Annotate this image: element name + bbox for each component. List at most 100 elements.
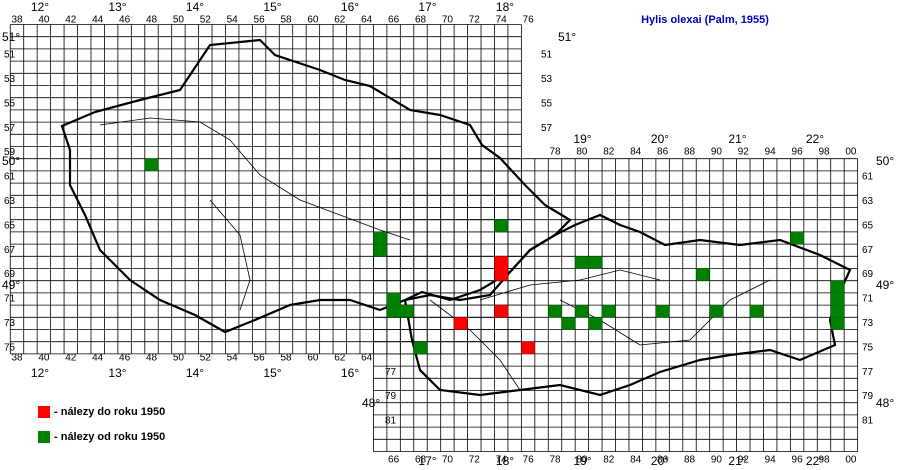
longitude-label: 18° — [496, 454, 514, 468]
row-label: 81 — [862, 416, 874, 427]
record-cell — [830, 317, 845, 330]
column-label: 60 — [307, 15, 319, 26]
records — [144, 158, 845, 354]
row-label: 53 — [4, 74, 16, 85]
record-cell — [494, 219, 508, 232]
column-label: 40 — [38, 353, 50, 364]
record-cell — [548, 305, 562, 318]
column-label: 98 — [818, 147, 830, 158]
column-label: 72 — [469, 455, 481, 466]
record-cell — [575, 305, 589, 318]
record-cell — [454, 317, 468, 330]
row-label: 63 — [4, 196, 16, 207]
column-label: 86 — [657, 455, 669, 466]
column-label: 82 — [603, 455, 615, 466]
record-cell — [144, 158, 159, 171]
legend-label: - nálezy od roku 1950 — [54, 431, 165, 443]
latitude-label: 49° — [2, 278, 20, 292]
column-label: 80 — [576, 455, 588, 466]
column-label: 86 — [657, 147, 669, 158]
row-label: 71 — [862, 294, 874, 305]
longitude-label: 21° — [728, 132, 746, 146]
row-label: 61 — [862, 172, 874, 183]
column-label: 90 — [711, 455, 723, 466]
row-label: 71 — [4, 294, 16, 305]
longitude-label: 12° — [31, 0, 49, 14]
column-label: 68 — [415, 455, 427, 466]
column-label: 46 — [119, 353, 131, 364]
row-label: 55 — [4, 98, 16, 109]
row-label: 77 — [862, 367, 874, 378]
column-label: 66 — [388, 15, 400, 26]
row-label: 67 — [862, 245, 874, 256]
row-label: 63 — [862, 196, 874, 207]
column-label: 52 — [200, 15, 212, 26]
grid — [9, 24, 859, 452]
longitude-label: 20° — [651, 454, 669, 468]
record-cell — [750, 305, 764, 318]
record-cell — [386, 292, 401, 306]
record-cell — [790, 231, 804, 245]
longitude-label: 14° — [186, 366, 204, 380]
longitude-label: 20° — [651, 132, 669, 146]
record-cell — [413, 341, 428, 354]
row-label: 77 — [385, 367, 397, 378]
column-label: 76 — [523, 15, 535, 26]
row-label: 69 — [4, 269, 16, 280]
column-label: 74 — [496, 15, 508, 26]
column-label: 54 — [227, 353, 239, 364]
column-label: 64 — [361, 353, 373, 364]
longitude-label: 13° — [108, 0, 126, 14]
latitude-label: 48° — [876, 396, 894, 410]
longitude-label: 19° — [573, 132, 591, 146]
column-label: 42 — [65, 353, 77, 364]
column-label: 94 — [765, 455, 777, 466]
column-label: 88 — [684, 147, 696, 158]
row-label: 59 — [4, 147, 16, 158]
record-cell — [830, 280, 845, 293]
column-label: 78 — [549, 455, 561, 466]
legend: - nálezy do roku 1950 - nálezy od roku 19… — [38, 406, 165, 443]
record-cell — [373, 231, 387, 245]
latitude-label: 48° — [362, 396, 380, 410]
record-cell — [588, 256, 603, 269]
column-label: 76 — [523, 455, 535, 466]
row-label: 65 — [4, 220, 16, 231]
longitude-label: 16° — [341, 0, 359, 14]
record-cell — [494, 305, 508, 318]
column-label: 82 — [603, 147, 615, 158]
column-label: 50 — [173, 15, 185, 26]
row-label: 51 — [541, 50, 553, 61]
column-label: 48 — [146, 15, 158, 26]
longitude-label: 17° — [418, 454, 436, 468]
column-label: 50 — [173, 353, 185, 364]
longitude-label: 22° — [806, 132, 824, 146]
czech-border — [60, 38, 572, 334]
column-label: 58 — [280, 15, 292, 26]
column-label: 98 — [818, 455, 830, 466]
longitude-label: 14° — [186, 0, 204, 14]
row-label: 61 — [4, 172, 16, 183]
slovak-border — [403, 213, 852, 397]
record-cell — [386, 305, 401, 318]
column-label: 74 — [496, 455, 508, 466]
longitude-label: 17° — [418, 0, 436, 14]
record-cell — [494, 268, 508, 281]
record-cell — [588, 317, 603, 330]
column-label: 90 — [711, 147, 723, 158]
longitude-label: 18° — [496, 0, 514, 14]
column-label: 38 — [11, 353, 23, 364]
row-label: 79 — [862, 391, 874, 402]
column-label: 44 — [92, 353, 104, 364]
row-label: 79 — [385, 391, 397, 402]
row-label: 73 — [4, 318, 16, 329]
column-label: 94 — [765, 147, 777, 158]
column-label: 00 — [845, 455, 857, 466]
column-label: 66 — [388, 455, 400, 466]
row-label: 67 — [4, 245, 16, 256]
column-label: 60 — [307, 353, 319, 364]
latitude-label: 51° — [2, 30, 20, 44]
legend-swatch — [38, 406, 50, 418]
